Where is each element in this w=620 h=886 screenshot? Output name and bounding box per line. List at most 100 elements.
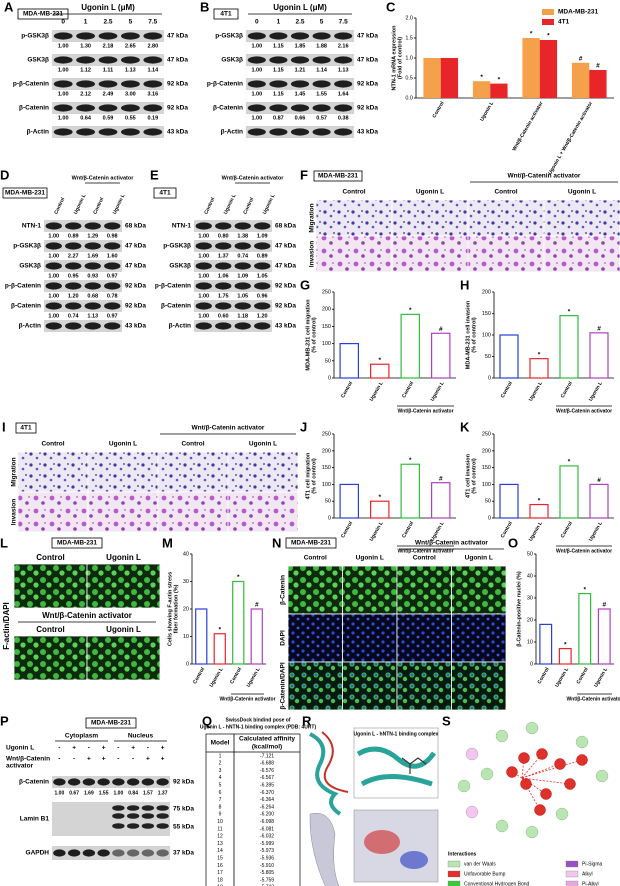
kda-label: 47 kDa (275, 243, 296, 250)
cell-line: 4T1 (220, 11, 232, 18)
x-tick-label: Control (576, 666, 590, 685)
band (65, 262, 82, 270)
table-cell: 1 (219, 753, 222, 759)
kda-label: 92 kDa (357, 105, 378, 112)
band (45, 222, 62, 230)
cell-box (15, 422, 37, 434)
residue (536, 748, 548, 760)
quant-value: 0.97 (107, 313, 118, 319)
band (84, 302, 101, 310)
band (45, 282, 62, 290)
y-tick-label: 40 (527, 573, 533, 579)
panel-letter: H (460, 277, 469, 292)
micrograph (13, 635, 88, 681)
band (53, 849, 66, 857)
band (67, 849, 81, 857)
band (82, 778, 96, 786)
treatment-sign: + (87, 756, 91, 763)
quant-value: 1.00 (251, 115, 262, 121)
quant-value: 2.27 (68, 253, 79, 259)
quant-value: 1.00 (48, 313, 59, 319)
treatment-sign: - (73, 756, 75, 763)
protein-label: NTN-1 (172, 223, 192, 230)
treatment-sign: - (132, 756, 134, 763)
surface-patch (364, 830, 400, 854)
column-label: Ugonin L (568, 189, 596, 196)
blot-strip (44, 240, 122, 252)
lane-label: 5 (129, 19, 133, 26)
band (247, 104, 266, 112)
band (254, 262, 271, 270)
legend-label: 4T1 (558, 19, 570, 26)
residue (576, 754, 588, 766)
band (215, 302, 232, 310)
band (290, 80, 310, 88)
treatment-sign: - (58, 745, 60, 752)
table-cell: 13 (217, 841, 223, 847)
band (290, 104, 310, 112)
y-tick-label: 20 (527, 617, 533, 623)
band (104, 242, 121, 250)
quant-value: 2.65 (125, 43, 136, 49)
cell-line: MDA-MB-231 (291, 540, 331, 547)
band (312, 56, 331, 64)
y-tick-label: 250 (322, 289, 331, 295)
legend-label: Pi-Alkyl (582, 881, 599, 886)
row-label: Invasion (309, 241, 316, 267)
residue (465, 747, 479, 761)
band (53, 128, 73, 136)
quant-value: 1.64 (338, 91, 350, 97)
band (234, 262, 251, 270)
column-label: Ugonin L (416, 189, 444, 196)
band (82, 849, 96, 857)
quant-value: 0.59 (103, 115, 114, 121)
y-axis-label: NTN-1 mRNA expression (391, 25, 397, 91)
column-label: Ugonin L (106, 625, 141, 634)
bar (539, 40, 558, 98)
x-tick-label: Ugonin L + Wnt/β-Catenin activator (547, 101, 594, 176)
treatment-label: Ugonin L (6, 745, 34, 752)
table-frame (205, 733, 301, 886)
band (45, 302, 62, 310)
band (195, 222, 212, 230)
treatment-label: activator (6, 763, 34, 770)
y-axis-label: β-Catenin-positive nuclei (%) (516, 571, 522, 647)
quant-value: 1.14 (147, 67, 159, 73)
micrograph (157, 451, 229, 493)
micrograph (86, 635, 161, 681)
column-label: Ugonin L (356, 555, 384, 562)
table-cell: -7.121 (260, 753, 274, 759)
quant-value: 2.16 (338, 43, 349, 49)
quant-value: 1.00 (251, 91, 262, 97)
significance: # (597, 326, 601, 333)
band (215, 222, 232, 230)
band (269, 80, 288, 88)
table-cell: 11 (217, 826, 222, 832)
quant-value: 1.00 (198, 313, 209, 319)
quant-value: 1.12 (80, 67, 91, 73)
quant-value: 0.80 (218, 233, 229, 239)
significance: * (409, 457, 412, 464)
significance: * (538, 497, 541, 504)
band (45, 242, 62, 250)
band (53, 104, 73, 112)
treatment-sign: - (147, 745, 149, 752)
band (334, 80, 353, 88)
quant-value: 1.15 (273, 91, 284, 97)
y-axis-label: (% of control) (311, 317, 317, 353)
band (120, 128, 140, 136)
kda-label: 43 kDa (167, 129, 188, 136)
bump-line (511, 771, 523, 779)
band (97, 849, 110, 857)
micrograph (227, 491, 299, 533)
table-cell: -5.759 (260, 877, 274, 883)
micrograph (87, 491, 159, 533)
quant-value: 1.00 (251, 67, 262, 73)
band (254, 242, 271, 250)
y-tick-label: 0.5 (405, 75, 413, 81)
legend-swatch (565, 880, 579, 886)
residue (575, 735, 589, 749)
band (254, 302, 271, 310)
y-tick-label: 1.0 (405, 55, 413, 61)
quant-value: 1.37 (218, 253, 229, 259)
